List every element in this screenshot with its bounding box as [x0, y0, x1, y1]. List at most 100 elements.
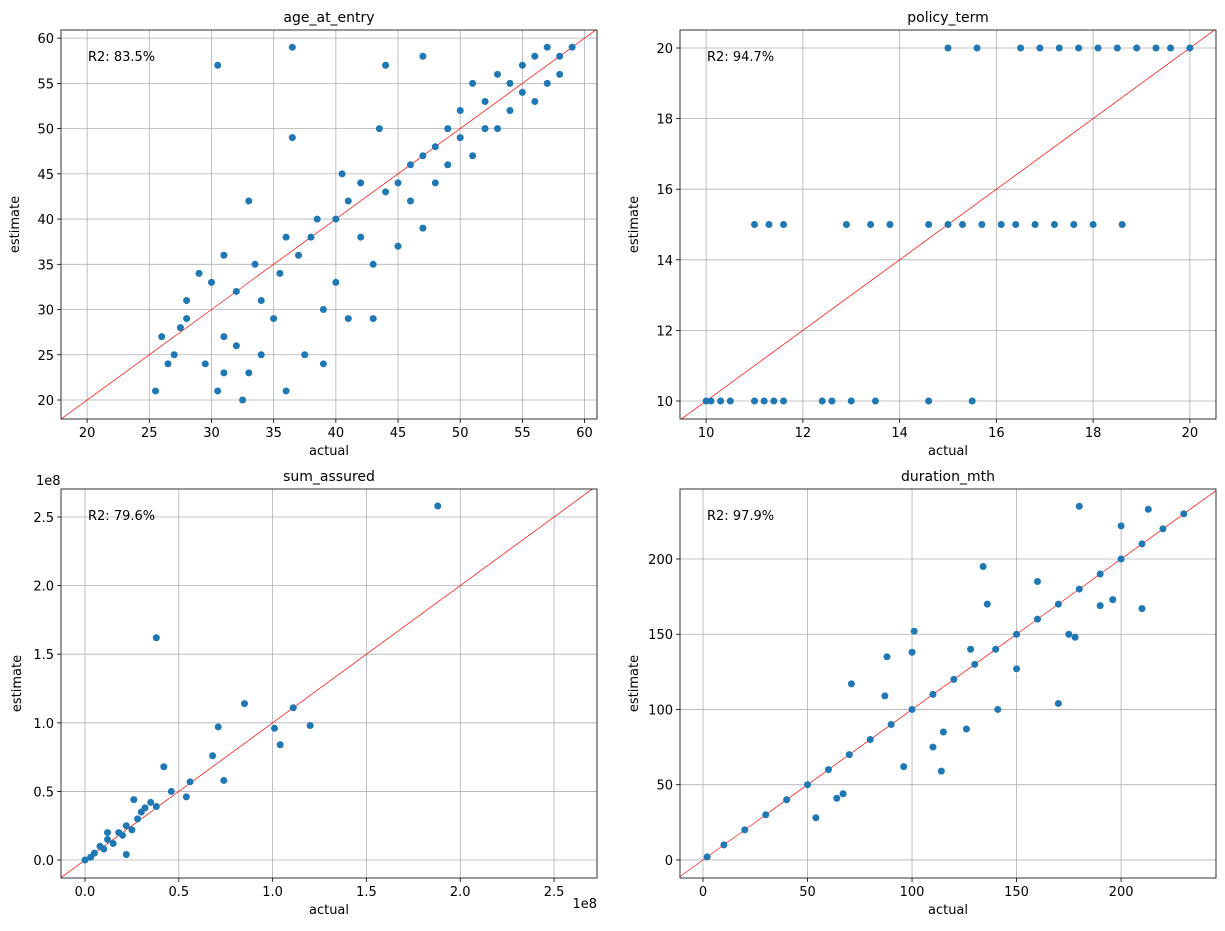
x-tick-label: 55	[514, 426, 531, 441]
point	[726, 397, 734, 405]
point	[186, 778, 194, 786]
point	[481, 97, 489, 105]
point	[382, 61, 390, 69]
y-tick-label: 30	[37, 304, 54, 319]
point	[973, 44, 981, 52]
point	[881, 692, 889, 700]
point	[332, 278, 340, 286]
point	[444, 161, 452, 169]
point	[288, 134, 296, 142]
point	[720, 841, 728, 849]
y-tick-label: 10	[656, 395, 673, 410]
x-tick-label: 0.0	[75, 885, 96, 900]
point	[1089, 221, 1097, 228]
point	[1012, 221, 1020, 228]
subplot: 0 50 100 150 200 0 50 100 150 200 duration_mthactu…	[627, 469, 1217, 918]
point	[944, 221, 952, 228]
point	[276, 269, 284, 277]
point	[979, 562, 987, 570]
point	[444, 125, 452, 133]
point	[702, 397, 710, 405]
point	[201, 360, 209, 368]
point	[128, 826, 136, 834]
point	[1071, 633, 1079, 641]
point	[783, 796, 791, 804]
y-tick-label: 1.5	[33, 648, 54, 663]
point	[1017, 44, 1025, 52]
point	[152, 387, 160, 395]
point	[1138, 605, 1146, 613]
point	[939, 728, 947, 736]
point	[104, 829, 112, 837]
x-axis-label: actual	[309, 903, 349, 918]
y-tick-label: 45	[37, 168, 54, 183]
point	[164, 360, 172, 368]
point	[994, 705, 1002, 713]
point	[839, 790, 847, 798]
point	[556, 52, 564, 60]
point	[419, 52, 427, 60]
y-tick-label: 1.0	[33, 717, 54, 732]
x-tick-label: 20	[1182, 426, 1199, 441]
point	[812, 814, 820, 822]
point	[232, 342, 240, 350]
x-tick-label: 2.0	[450, 885, 471, 900]
point	[332, 215, 340, 223]
y-tick-label: 60	[37, 32, 54, 47]
point	[357, 233, 365, 241]
point	[434, 502, 442, 510]
point	[494, 125, 502, 133]
point	[1094, 44, 1102, 52]
x-tick-label: 1.0	[262, 885, 283, 900]
subplot: 0.0 0.5 1.0 1.5 2.0 2.5 0.0 0.5 1.0 1.5 2.0 2.5 sum_…	[10, 469, 598, 918]
subplot: 10 12 14 16 18 20 10 12 14 16 18 20 policy_termactua…	[627, 10, 1217, 459]
point	[122, 822, 130, 830]
point	[741, 826, 749, 834]
point	[90, 849, 98, 857]
point	[959, 221, 967, 228]
point	[1055, 44, 1063, 52]
point	[307, 233, 315, 241]
axes-frame	[60, 488, 598, 879]
point	[469, 152, 477, 160]
point	[152, 634, 160, 642]
point	[141, 804, 149, 812]
point	[160, 763, 168, 771]
y-axis-label: estimate	[627, 655, 642, 712]
point	[1036, 44, 1044, 52]
y-tick-label: 0.0	[33, 854, 54, 869]
point	[1109, 596, 1117, 604]
point	[845, 751, 853, 759]
y-tick-label: 100	[648, 703, 673, 718]
x-tick-label: 200	[1109, 885, 1134, 900]
x-tick-label: 50	[452, 426, 469, 441]
point	[967, 645, 975, 653]
point	[319, 360, 327, 368]
point	[1033, 578, 1041, 586]
point	[183, 296, 191, 304]
point	[152, 803, 160, 811]
point	[369, 315, 377, 323]
point	[270, 315, 278, 323]
x-tick-label: 18	[1085, 426, 1102, 441]
y-tick-label: 25	[37, 349, 54, 364]
point	[214, 61, 222, 69]
point	[209, 752, 217, 760]
point	[971, 660, 979, 668]
point	[170, 351, 178, 359]
point	[158, 333, 166, 341]
point	[847, 397, 855, 405]
point	[750, 221, 758, 228]
point	[568, 43, 576, 51]
point	[818, 397, 826, 405]
point	[944, 44, 952, 52]
point	[344, 197, 352, 205]
point	[344, 315, 352, 323]
point	[833, 794, 841, 802]
annotation: R2: 94.7%	[707, 50, 774, 65]
y-tick-label: 20	[37, 394, 54, 409]
point	[257, 296, 265, 304]
reference-line	[61, 489, 593, 878]
point	[968, 397, 976, 405]
